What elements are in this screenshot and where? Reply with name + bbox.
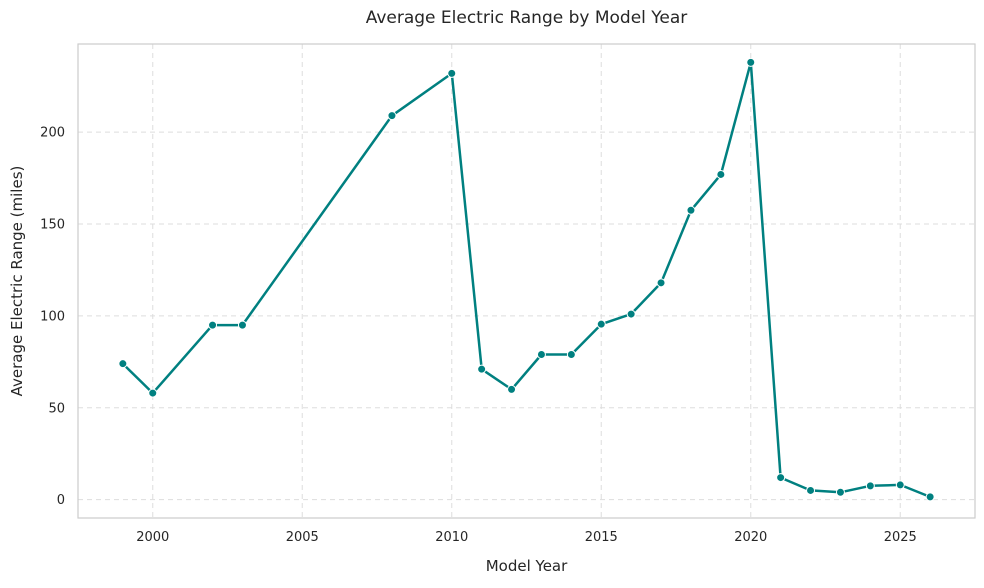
x-tick-label: 2015 — [585, 530, 618, 545]
data-point — [925, 492, 935, 502]
data-point — [895, 480, 905, 490]
data-point — [447, 68, 457, 78]
x-tick-label: 2020 — [734, 530, 767, 545]
chart-title: Average Electric Range by Model Year — [366, 8, 688, 28]
y-tick-label: 100 — [40, 309, 65, 324]
series-line — [121, 61, 931, 499]
data-point — [208, 320, 218, 330]
tick-labels: 2000 2005 2010 2015 2020 2025 0 50 100 150 200 — [40, 126, 917, 545]
data-point — [716, 169, 726, 179]
data-point — [746, 57, 756, 67]
data-point — [477, 364, 487, 374]
grid — [78, 44, 975, 518]
series-layer — [118, 57, 935, 502]
data-point — [835, 487, 845, 497]
x-tick-label: 2000 — [136, 530, 169, 545]
x-axis-label: Model Year — [486, 557, 568, 575]
data-point — [596, 319, 606, 329]
y-axis-label: Average Electric Range (miles) — [8, 166, 26, 397]
data-point — [865, 481, 875, 491]
y-tick-label: 200 — [40, 126, 65, 141]
data-point — [118, 359, 128, 369]
data-point — [536, 349, 546, 359]
plot-frame — [77, 43, 976, 519]
data-point — [776, 473, 786, 483]
data-point — [148, 388, 158, 398]
y-tick-label: 150 — [40, 218, 65, 233]
x-tick-label: 2005 — [286, 530, 319, 545]
data-point — [507, 384, 517, 394]
data-point — [566, 349, 576, 359]
data-point — [237, 320, 247, 330]
data-point — [656, 278, 666, 288]
data-point — [686, 205, 696, 215]
data-point — [806, 485, 816, 495]
x-tick-label: 2010 — [435, 530, 468, 545]
y-tick-label: 50 — [48, 401, 65, 416]
data-point — [387, 111, 397, 121]
x-tick-label: 2025 — [884, 530, 917, 545]
data-point — [626, 309, 636, 319]
y-tick-label: 0 — [57, 493, 65, 508]
